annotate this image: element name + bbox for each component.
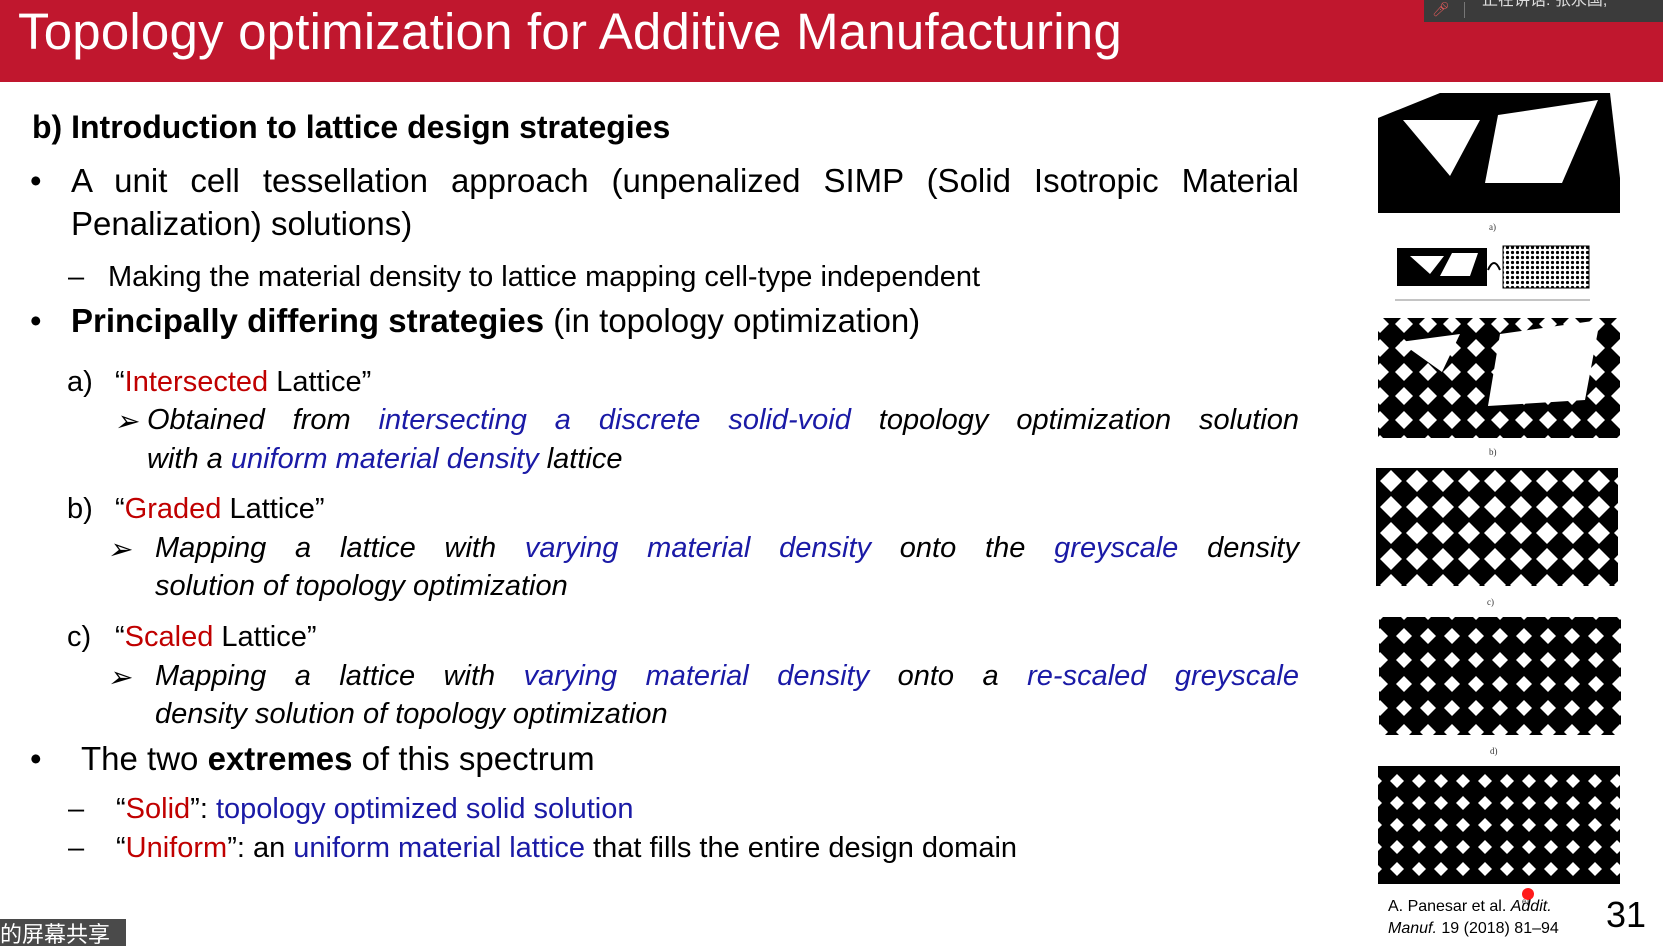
- bullet-unit-cell: A unit cell tessellation approach (unpen…: [71, 162, 1299, 199]
- item-c-label: c): [67, 621, 92, 653]
- figure-c-graded: [1376, 468, 1618, 586]
- item-c-desc-1: Mapping a lattice with varying material …: [155, 660, 1299, 693]
- item-b-label: b): [67, 493, 93, 525]
- dash-marker: –: [68, 832, 85, 864]
- citation-line-1: A. Panesar et al. Addit.: [1388, 896, 1606, 918]
- quote: “: [116, 793, 126, 825]
- quote: “: [115, 366, 125, 398]
- arrow-bullet: ➢: [107, 662, 132, 694]
- bullet-strategies: Principally differing strategies (in top…: [71, 302, 920, 340]
- desc-highlight: greyscale: [1054, 532, 1179, 564]
- item-a-title: “Intersected Lattice”: [115, 366, 371, 399]
- item-a-desc-1: Obtained from intersecting a discrete so…: [147, 404, 1299, 437]
- bullet-dot: •: [30, 162, 42, 199]
- scaled-term: Scaled: [124, 621, 214, 653]
- graded-term: Graded: [124, 493, 222, 525]
- desc-text: Mapping a lattice with: [155, 660, 524, 692]
- arrow-bullet: ➢: [114, 406, 139, 438]
- quote: “: [115, 493, 125, 525]
- lattice-word: Lattice”: [213, 621, 317, 653]
- arrow-bullet: ➢: [107, 534, 132, 566]
- strategies-rest: (in topology optimization): [544, 302, 921, 339]
- figure-e-uniform: [1378, 766, 1620, 884]
- desc-highlight: re-scaled greyscale: [1027, 660, 1299, 692]
- desc-highlight: intersecting a discrete solid-void: [378, 404, 851, 436]
- desc-text: onto the: [871, 532, 1055, 564]
- quote: “: [116, 832, 126, 864]
- desc-text: with a: [147, 443, 231, 475]
- citation-journal-cont: Manuf.: [1388, 920, 1437, 937]
- citation-volume: 19 (2018) 81–94: [1436, 920, 1559, 937]
- citation-journal: Addit.: [1510, 898, 1552, 915]
- uniform-highlight: uniform material lattice: [293, 832, 585, 864]
- mapping-inset: [1395, 245, 1590, 301]
- citation-line-2: Manuf. 19 (2018) 81–94: [1388, 918, 1606, 940]
- desc-highlight: varying material density: [524, 532, 871, 564]
- citation-authors: A. Panesar et al.: [1388, 898, 1511, 915]
- figure-b-intersected: [1378, 318, 1620, 438]
- item-a-desc-2: with a uniform material density lattice: [147, 443, 623, 476]
- extreme-text: ”: an: [227, 832, 294, 864]
- extreme-solid: “Solid”: topology optimized solid soluti…: [116, 793, 633, 826]
- extreme-text: that fills the entire design domain: [585, 832, 1018, 864]
- screen-share-label[interactable]: 的屏幕共享: [0, 919, 126, 946]
- bullet-dot: •: [30, 740, 42, 777]
- slide-header: Topology optimization for Additive Manuf…: [0, 0, 1663, 82]
- dash-marker: –: [68, 793, 85, 825]
- extreme-uniform: “Uniform”: an uniform material lattice t…: [116, 832, 1017, 865]
- dash-marker: –: [68, 261, 85, 293]
- solid-highlight: topology optimized solid solution: [215, 793, 634, 825]
- extremes-text: The two: [81, 740, 208, 777]
- figure-label-e: e): [1522, 896, 1529, 906]
- figure-label-a: a): [1489, 222, 1496, 232]
- uniform-term: Uniform: [125, 832, 228, 864]
- item-a-label: a): [67, 366, 93, 398]
- figure-label-c: c): [1487, 597, 1494, 607]
- speaking-indicator[interactable]: 🎤︎ 正在讲话: 张永国;: [1424, 0, 1663, 22]
- item-c-title: “Scaled Lattice”: [115, 621, 317, 654]
- sub-bullet-mapping: Making the material density to lattice m…: [108, 261, 981, 293]
- section-subtitle: b) Introduction to lattice design strate…: [32, 109, 671, 145]
- desc-highlight: uniform material density: [230, 443, 539, 475]
- item-b-desc-1: Mapping a lattice with varying material …: [155, 532, 1299, 565]
- desc-text: lattice: [538, 443, 623, 475]
- desc-text: Obtained from: [147, 404, 379, 436]
- page-number: 31: [1606, 894, 1647, 935]
- bullet-extremes: The two extremes of this spectrum: [81, 740, 595, 778]
- figure-label-d: d): [1490, 746, 1498, 756]
- bullet-dot: •: [30, 302, 42, 339]
- extremes-text: of this spectrum: [352, 740, 595, 777]
- item-b-title: “Graded Lattice”: [115, 493, 325, 526]
- extremes-bold: extremes: [207, 740, 353, 777]
- speaking-label: 正在讲话: 张永国;: [1482, 0, 1608, 9]
- slide-title: Topology optimization for Additive Manuf…: [18, 3, 1122, 60]
- figure-label-b: b): [1489, 447, 1497, 457]
- desc-highlight: varying material density: [523, 660, 870, 692]
- strategies-bold: Principally differing strategies: [71, 302, 545, 339]
- intersected-term: Intersected: [124, 366, 269, 398]
- quote: “: [115, 621, 125, 653]
- lattice-word: Lattice”: [221, 493, 325, 525]
- divider: [1464, 2, 1465, 18]
- item-c-desc-2: density solution of topology optimizatio…: [155, 698, 668, 730]
- figure-a-solid: [1378, 93, 1620, 213]
- item-b-desc-2: solution of topology optimization: [155, 570, 568, 602]
- figure-d-scaled: [1379, 617, 1621, 735]
- solid-term: Solid: [125, 793, 191, 825]
- desc-text: onto a: [869, 660, 1028, 692]
- extreme-text: ”:: [190, 793, 216, 825]
- lattice-word: Lattice”: [268, 366, 372, 398]
- desc-text: topology optimization solution: [850, 404, 1299, 436]
- bullet-unit-cell-cont: Penalization) solutions): [71, 205, 413, 242]
- desc-text: Mapping a lattice with: [155, 532, 525, 564]
- citation: A. Panesar et al. Addit. Manuf. 19 (2018…: [1388, 896, 1606, 940]
- slide-body: b) Introduction to lattice design strate…: [30, 109, 1299, 865]
- cursor-pointer-dot: [1522, 888, 1534, 900]
- microphone-icon: 🎤︎: [1432, 1, 1450, 17]
- desc-text: density: [1178, 532, 1299, 564]
